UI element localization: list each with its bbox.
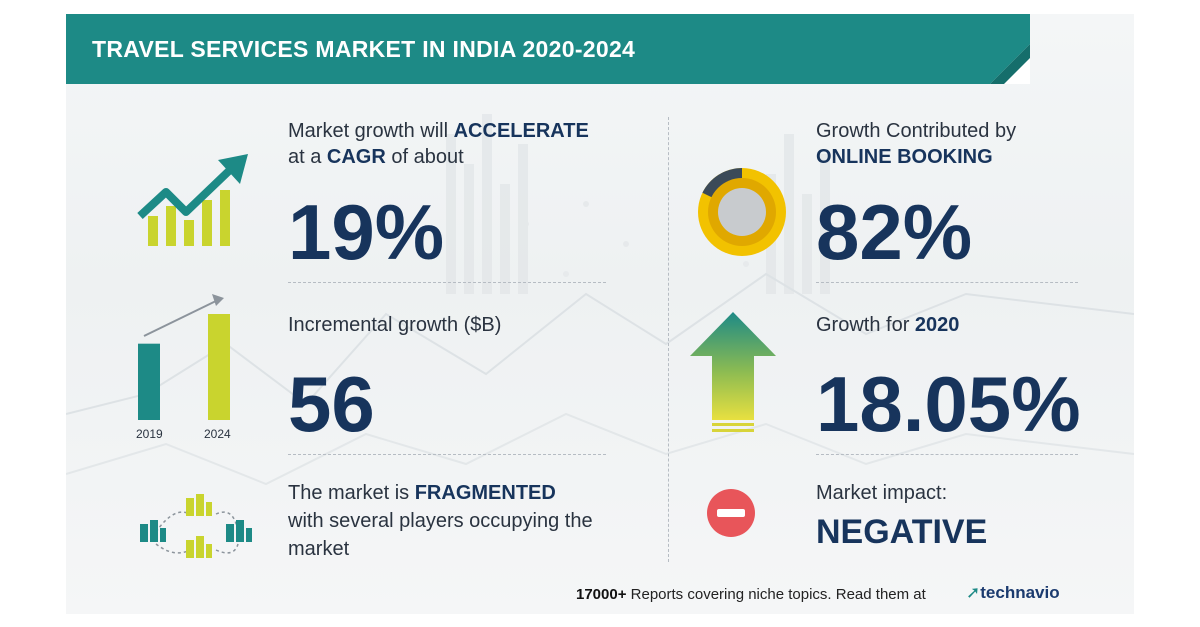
- fragmented-line1: The market is FRAGMENTED: [288, 480, 556, 506]
- growth2020-prefix: Growth for: [816, 314, 910, 336]
- banner-fold: [990, 44, 1030, 84]
- impact-label: Market impact:: [816, 482, 948, 504]
- cagr-text-line1: Market growth will ACCELERATE: [288, 118, 589, 144]
- minus-circle-icon: [707, 489, 755, 537]
- cagr-at-a: at a: [288, 146, 322, 168]
- contribution-value: 82%: [816, 188, 973, 276]
- fragmented-line3: market: [288, 538, 350, 560]
- cagr-value: 19%: [288, 188, 445, 276]
- trend-up-icon: [137, 154, 248, 246]
- report-count: 17000+: [576, 586, 627, 603]
- growth2020-value: 18.05%: [816, 360, 1081, 448]
- logo-text: technavio: [980, 583, 1060, 602]
- impact-value: NEGATIVE: [816, 513, 988, 551]
- bar-growth-icon: [138, 294, 230, 420]
- incremental-value: 56: [288, 360, 375, 448]
- growth2020-label: Growth for 2020: [816, 312, 959, 338]
- divider: [816, 454, 1078, 455]
- growth2020-year: 2020: [914, 314, 960, 336]
- divider: [816, 282, 1078, 283]
- fragmented-line2: with several players occupying the: [288, 510, 593, 532]
- contribution-line2: ONLINE BOOKING: [816, 144, 993, 170]
- arrow-up-icon: [690, 312, 776, 432]
- online-booking-label: ONLINE BOOKING: [816, 146, 993, 168]
- cagr-accelerate: ACCELERATE: [453, 120, 589, 142]
- column-divider: [668, 117, 669, 562]
- header-banner: TRAVEL SERVICES MARKET IN INDIA 2020-202…: [66, 14, 1030, 84]
- footer-text: 17000+ Reports covering niche topics. Re…: [576, 586, 926, 603]
- cagr-of-about: of about: [391, 146, 464, 168]
- fragmented-prefix: The market is: [288, 482, 410, 504]
- donut-chart-icon: [698, 168, 786, 256]
- year-2019-label: 2019: [136, 427, 163, 441]
- bar-2019: [138, 343, 160, 420]
- cagr-label: CAGR: [326, 146, 386, 168]
- technavio-mark-icon: ➚: [966, 583, 981, 602]
- infographic-card: TRAVEL SERVICES MARKET IN INDIA 2020-202…: [66, 14, 1134, 614]
- buildings-network-icon: [140, 494, 252, 558]
- cagr-text-line2: at a CAGR of about: [288, 144, 464, 170]
- contribution-line1: Growth Contributed by: [816, 120, 1017, 142]
- divider: [288, 282, 606, 283]
- incremental-label: Incremental growth ($B): [288, 314, 502, 336]
- year-2024-label: 2024: [204, 427, 231, 441]
- bar-2024: [208, 314, 230, 420]
- footer-description: Reports covering niche topics. Read them…: [630, 586, 926, 603]
- fragmented-emph: FRAGMENTED: [414, 482, 556, 504]
- cagr-prefix: Market growth will: [288, 120, 449, 142]
- technavio-logo[interactable]: ➚technavio: [966, 583, 1060, 603]
- divider: [288, 454, 606, 455]
- page-title: TRAVEL SERVICES MARKET IN INDIA 2020-202…: [92, 36, 636, 62]
